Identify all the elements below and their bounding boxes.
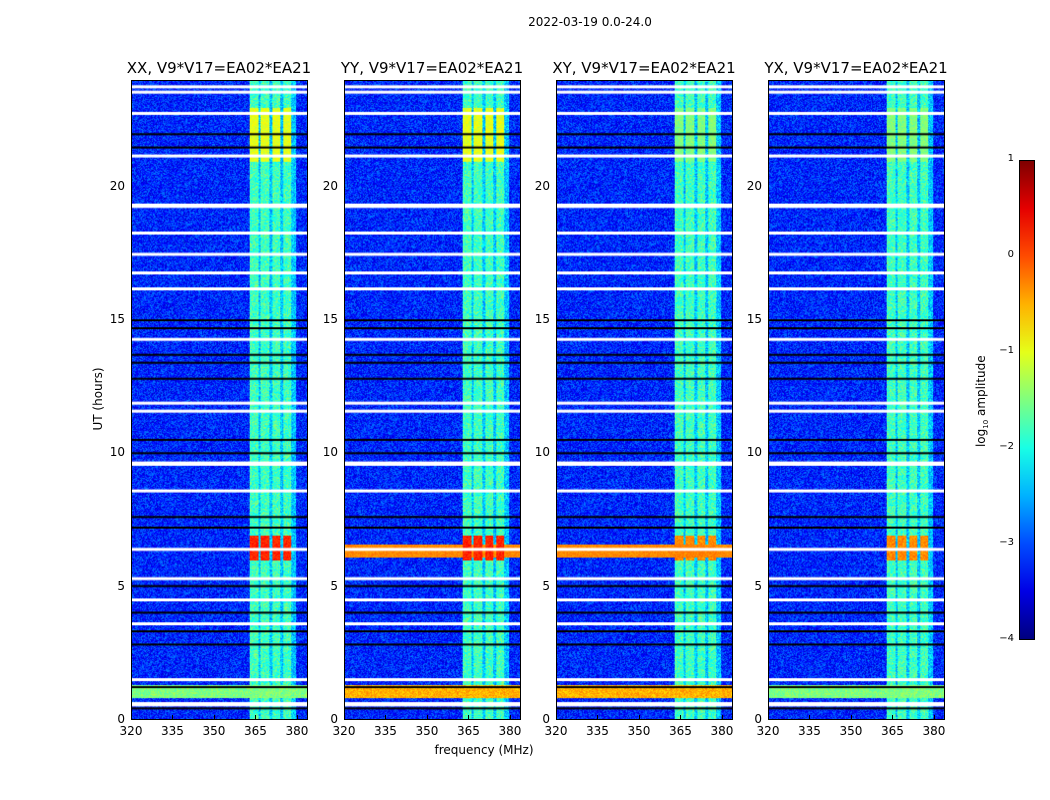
y-tick-label: 20	[746, 178, 762, 193]
x-tick-mark	[255, 715, 257, 720]
x-tick-mark	[680, 715, 682, 720]
y-tick-label: 5	[542, 578, 550, 593]
panel-title-xx: XX, V9*V17=EA02*EA21	[126, 59, 312, 77]
x-tick-mark	[344, 715, 345, 720]
x-tick-label: 320	[332, 724, 356, 738]
x-tick-label: 335	[798, 724, 821, 738]
x-tick-mark	[933, 715, 935, 720]
colorbar	[1019, 160, 1035, 640]
x-tick-label: 350	[839, 724, 863, 738]
x-tick-label: 335	[586, 724, 609, 738]
x-tick-mark	[721, 715, 723, 720]
waterfall-xx	[131, 80, 308, 720]
x-tick-mark	[172, 715, 174, 720]
panel-title-yx: YX, V9*V17=EA02*EA21	[764, 59, 948, 77]
y-tick-label: 15	[109, 312, 125, 326]
x-tick-mark	[597, 715, 599, 720]
y-tick-label: 10	[109, 445, 125, 460]
panel-title-yy: YY, V9*V17=EA02*EA21	[340, 59, 524, 77]
x-tick-mark	[385, 715, 387, 720]
y-tick-label: 10	[534, 445, 550, 460]
y-tick-label: 0	[117, 712, 125, 726]
colorbar-tick-label: −3	[999, 537, 1014, 548]
x-tick-mark	[468, 715, 470, 720]
x-tick-label: 350	[627, 724, 651, 738]
figure-title: 2022-03-19 0.0-24.0	[528, 15, 652, 29]
panel-title-xy: XY, V9*V17=EA02*EA21	[552, 59, 736, 77]
y-tick-label: 0	[330, 712, 338, 726]
x-tick-mark	[131, 715, 132, 720]
x-tick-label: 365	[669, 724, 692, 738]
x-tick-mark	[809, 715, 811, 720]
y-tick-label: 20	[534, 178, 550, 193]
x-tick-label: 380	[710, 724, 734, 738]
x-tick-label: 380	[922, 724, 946, 738]
x-tick-mark	[850, 715, 852, 720]
y-tick-label: 0	[542, 712, 550, 726]
y-tick-label: 20	[322, 178, 338, 193]
colorbar-tick-label: −1	[999, 345, 1014, 356]
y-tick-label: 0	[754, 712, 762, 726]
x-tick-mark	[296, 715, 298, 720]
colorbar-tick-label: −4	[999, 633, 1014, 644]
colorbar-label: log10 amplitude	[973, 355, 991, 448]
waterfall-yy	[344, 80, 521, 720]
waterfall-xy	[556, 80, 733, 720]
x-tick-mark	[213, 715, 215, 720]
y-tick-label: 20	[109, 178, 125, 193]
x-tick-label: 320	[119, 724, 143, 738]
x-tick-label: 365	[881, 724, 904, 738]
x-tick-mark	[892, 715, 894, 720]
x-tick-mark	[638, 715, 640, 720]
x-tick-label: 320	[756, 724, 780, 738]
x-tick-label: 365	[244, 724, 267, 738]
x-tick-label: 350	[202, 724, 226, 738]
y-tick-label: 5	[754, 578, 762, 593]
x-tick-label: 365	[457, 724, 480, 738]
y-axis-label: UT (hours)	[91, 367, 105, 431]
y-tick-label: 10	[322, 445, 338, 460]
x-tick-label: 380	[285, 724, 309, 738]
colorbar-tick-label: −2	[999, 441, 1014, 452]
waterfall-yx	[768, 80, 945, 720]
colorbar-tick-label: 1	[1007, 153, 1014, 164]
y-tick-label: 15	[534, 312, 550, 326]
x-tick-label: 335	[161, 724, 184, 738]
y-tick-label: 15	[322, 312, 338, 326]
y-tick-label: 5	[117, 578, 125, 593]
x-tick-label: 380	[498, 724, 522, 738]
x-tick-mark	[556, 715, 557, 720]
x-tick-mark	[509, 715, 511, 720]
x-tick-label: 350	[415, 724, 439, 738]
x-axis-label: frequency (MHz)	[434, 743, 534, 757]
y-tick-label: 5	[330, 578, 338, 593]
x-tick-mark	[426, 715, 428, 720]
y-tick-label: 10	[746, 445, 762, 460]
colorbar-tick-label: 0	[1007, 249, 1014, 260]
x-tick-label: 320	[544, 724, 568, 738]
x-tick-label: 335	[374, 724, 397, 738]
y-tick-label: 15	[746, 312, 762, 326]
x-tick-mark	[768, 715, 769, 720]
